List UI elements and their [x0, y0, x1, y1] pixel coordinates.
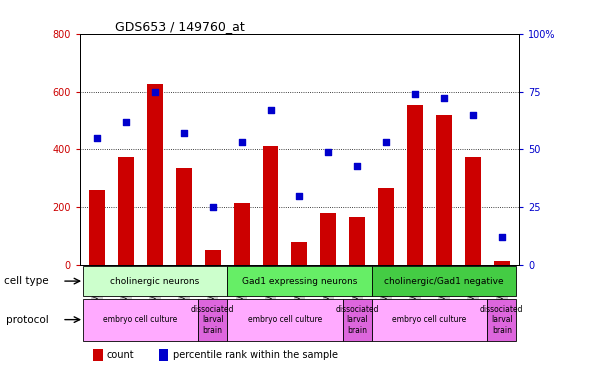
Point [208, 204, 217, 210]
Point [382, 140, 391, 146]
Text: GDS653 / 149760_at: GDS653 / 149760_at [115, 20, 245, 33]
Bar [198, 298, 227, 340]
Text: embryo cell culture: embryo cell culture [392, 315, 467, 324]
Text: embryo cell culture: embryo cell culture [248, 315, 322, 324]
Bar [343, 298, 372, 340]
Text: cholinergic/Gad1 negative: cholinergic/Gad1 negative [384, 277, 504, 286]
Bar [372, 266, 516, 296]
Bar [83, 298, 198, 340]
Point [497, 234, 507, 240]
Point [324, 148, 333, 154]
Bar [227, 298, 343, 340]
Bar [320, 213, 336, 265]
Bar [227, 266, 372, 296]
Text: Gad1 expressing neurons: Gad1 expressing neurons [242, 277, 357, 286]
Bar [118, 156, 134, 265]
Bar [147, 84, 163, 265]
Text: embryo cell culture: embryo cell culture [103, 315, 178, 324]
Bar [487, 298, 516, 340]
Bar [89, 190, 105, 265]
Bar [349, 217, 365, 265]
Text: cholinergic neurons: cholinergic neurons [110, 277, 199, 286]
Bar [159, 349, 168, 361]
Text: dissociated
larval
brain: dissociated larval brain [336, 305, 379, 334]
Bar [93, 349, 103, 361]
Point [150, 88, 159, 94]
Bar [372, 298, 487, 340]
Point [440, 96, 449, 102]
Bar [83, 266, 227, 296]
Bar [291, 242, 307, 265]
Text: dissociated
larval
brain: dissociated larval brain [480, 305, 523, 334]
Bar [465, 156, 481, 265]
Bar [378, 188, 394, 265]
Bar [205, 251, 221, 265]
Text: protocol: protocol [6, 315, 49, 325]
Text: percentile rank within the sample: percentile rank within the sample [173, 350, 338, 360]
Point [294, 193, 304, 199]
Point [121, 118, 130, 124]
Text: count: count [107, 350, 135, 360]
Bar [407, 105, 423, 265]
Point [237, 140, 246, 146]
Bar [436, 115, 452, 265]
Point [92, 135, 101, 141]
Point [468, 112, 478, 118]
Point [179, 130, 188, 136]
Text: cell type: cell type [4, 276, 49, 286]
Point [411, 91, 420, 97]
Bar [176, 168, 192, 265]
Point [353, 162, 362, 168]
Bar [234, 203, 250, 265]
Point [266, 107, 275, 113]
Bar [263, 147, 278, 265]
Text: dissociated
larval
brain: dissociated larval brain [191, 305, 234, 334]
Bar [494, 261, 510, 265]
